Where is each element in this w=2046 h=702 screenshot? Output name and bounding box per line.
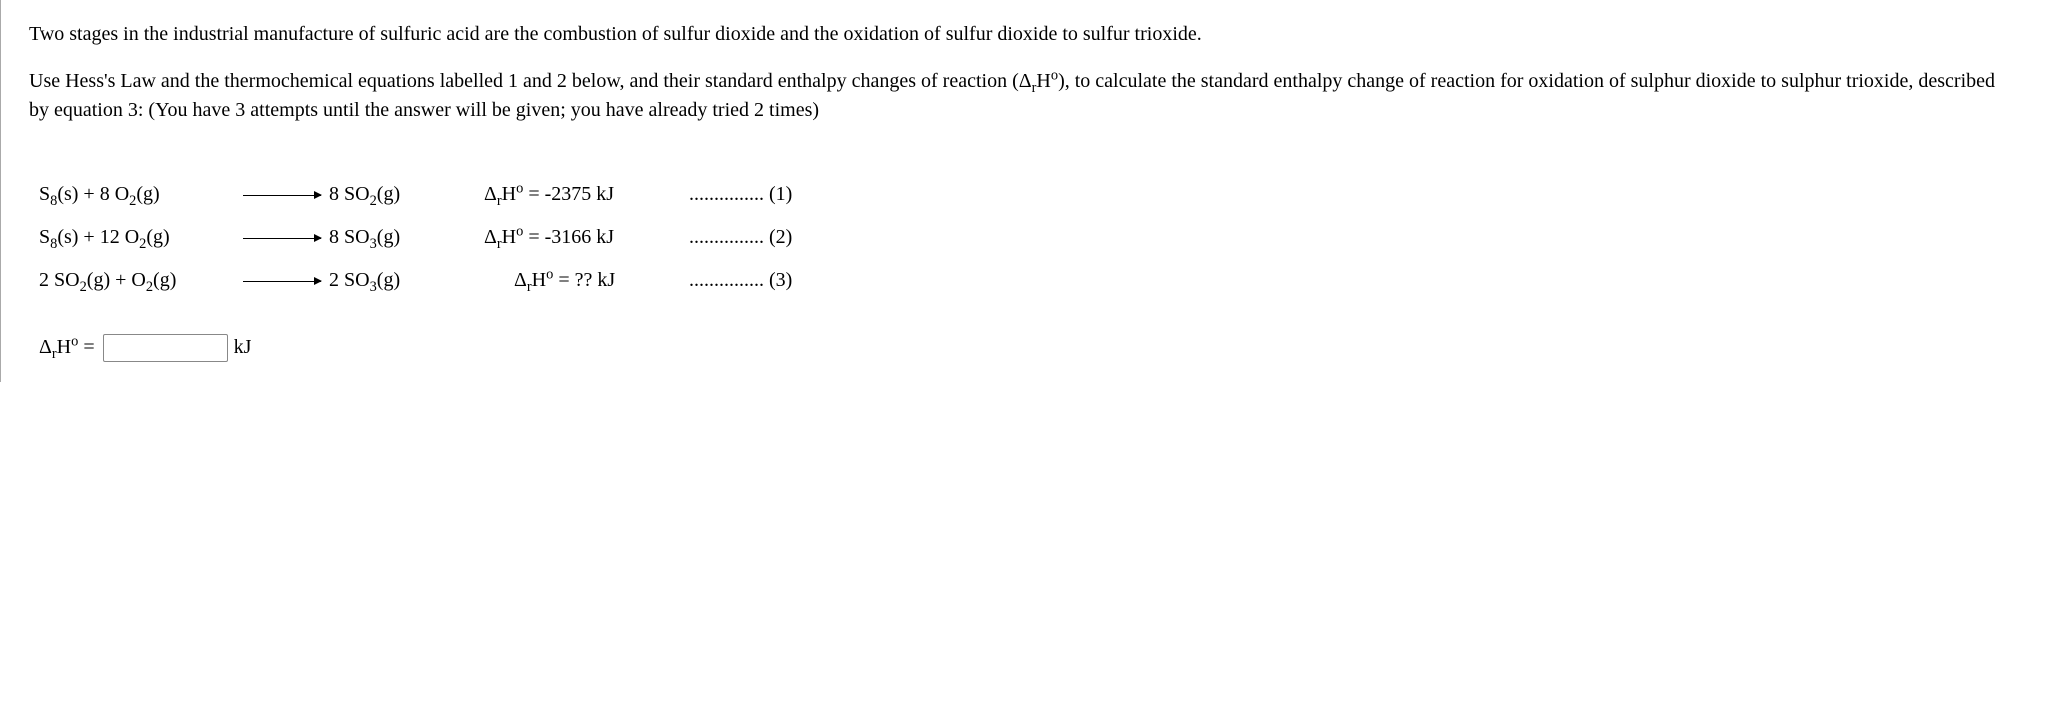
- p3p0: 2 SO: [329, 269, 370, 291]
- equation-row-3: 2 SO2(g) + O2(g) 2 SO3(g) ΔrHo = ?? kJ .…: [39, 266, 2018, 295]
- r2p0: S: [39, 226, 50, 248]
- arrow-1: [234, 180, 329, 209]
- reactants-3: 2 SO2(g) + O2(g): [39, 266, 234, 295]
- para2-text-a: Use Hess's Law and the thermochemical eq…: [29, 70, 1032, 92]
- r3p4: (g): [153, 269, 176, 291]
- r3p1: 2: [80, 279, 87, 295]
- dh3-v: = ?? kJ: [558, 269, 615, 291]
- dh3-h: H: [532, 269, 546, 291]
- num2: (2): [769, 226, 792, 248]
- equation-row-2: S8(s) + 12 O2(g) 8 SO3(g) ΔrHo = -3166 k…: [39, 223, 2018, 252]
- dh-2: ΔrHo = -3166 kJ: [484, 223, 689, 252]
- reactants-2: S8(s) + 12 O2(g): [39, 223, 234, 252]
- p2p0: 8 SO: [329, 226, 370, 248]
- r1p2: (s) + 8 O: [57, 183, 129, 205]
- dots-num-3: ............... (3): [689, 266, 792, 295]
- r1p0: S: [39, 183, 50, 205]
- products-3: 2 SO3(g): [329, 266, 484, 295]
- intro-paragraph-1: Two stages in the industrial manufacture…: [29, 20, 2018, 49]
- intro-paragraph-2: Use Hess's Law and the thermochemical eq…: [29, 67, 2018, 125]
- dots-num-2: ............... (2): [689, 223, 792, 252]
- dh3-d: Δ: [514, 269, 527, 291]
- arrow-2: [234, 223, 329, 252]
- r1p4: (g): [136, 183, 159, 205]
- dh1-h: H: [502, 183, 516, 205]
- ans-h: H: [57, 336, 71, 358]
- dh2-o: o: [516, 223, 523, 239]
- dh-3: ΔrHo = ?? kJ: [484, 266, 689, 295]
- answer-prefix: ΔrHo =: [39, 333, 95, 362]
- equation-row-1: S8(s) + 8 O2(g) 8 SO2(g) ΔrHo = -2375 kJ…: [39, 180, 2018, 209]
- reactants-1: S8(s) + 8 O2(g): [39, 180, 234, 209]
- dh1-v: = -2375 kJ: [528, 183, 614, 205]
- ans-eq: =: [78, 336, 94, 358]
- r2p4: (g): [146, 226, 169, 248]
- r2p2: (s) + 12 O: [57, 226, 139, 248]
- answer-unit: kJ: [234, 333, 252, 362]
- dots3: ...............: [689, 269, 769, 291]
- dh2-d: Δ: [484, 226, 497, 248]
- dots1: ...............: [689, 183, 769, 205]
- p2p1: 3: [370, 236, 377, 252]
- products-2: 8 SO3(g): [329, 223, 484, 252]
- dh-1: ΔrHo = -2375 kJ: [484, 180, 689, 209]
- answer-row: ΔrHo = kJ: [39, 333, 2018, 362]
- p2p2: (g): [377, 226, 400, 248]
- r3p2: (g) + O: [87, 269, 146, 291]
- para2-h: H: [1036, 70, 1050, 92]
- r3p0: 2 SO: [39, 269, 80, 291]
- dh1-o: o: [516, 180, 523, 196]
- dh1-d: Δ: [484, 183, 497, 205]
- p3p1: 3: [370, 279, 377, 295]
- p1p1: 2: [370, 193, 377, 209]
- arrow-3: [234, 266, 329, 295]
- p1p0: 8 SO: [329, 183, 370, 205]
- products-1: 8 SO2(g): [329, 180, 484, 209]
- dh2-v: = -3166 kJ: [528, 226, 614, 248]
- dots-num-1: ............... (1): [689, 180, 792, 209]
- p1p2: (g): [377, 183, 400, 205]
- answer-input[interactable]: [103, 334, 228, 362]
- num1: (1): [769, 183, 792, 205]
- num3: (3): [769, 269, 792, 291]
- ans-d: Δ: [39, 336, 52, 358]
- p3p2: (g): [377, 269, 400, 291]
- dh3-o: o: [546, 266, 553, 282]
- dh2-h: H: [502, 226, 516, 248]
- equation-list: S8(s) + 8 O2(g) 8 SO2(g) ΔrHo = -2375 kJ…: [39, 180, 2018, 295]
- para2-sup: o: [1051, 67, 1058, 83]
- dots2: ...............: [689, 226, 769, 248]
- r3p3: 2: [146, 279, 153, 295]
